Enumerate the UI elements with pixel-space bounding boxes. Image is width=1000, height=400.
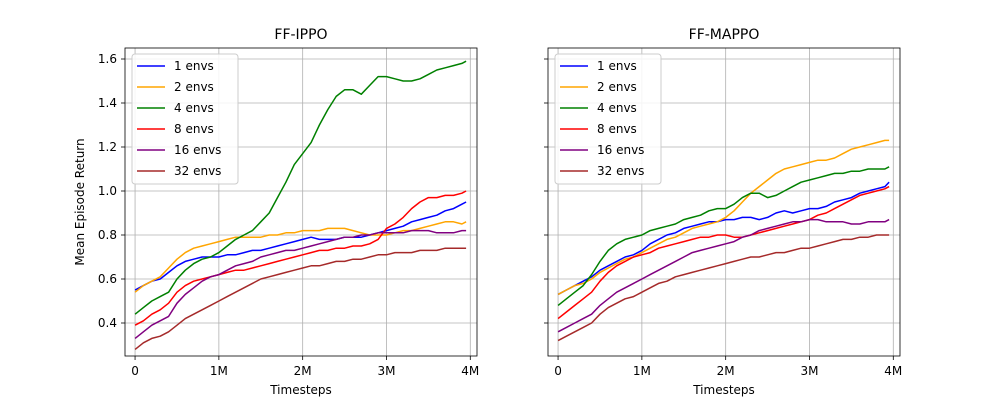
legend-label: 32 envs bbox=[597, 164, 644, 178]
series-line-16-envs bbox=[557, 218, 890, 333]
y-tick-label: 0.8 bbox=[98, 228, 117, 242]
legend-label: 16 envs bbox=[174, 143, 221, 157]
x-tick-label: 3M bbox=[377, 364, 395, 378]
legend-label: 4 envs bbox=[597, 101, 637, 115]
legend-label: 1 envs bbox=[174, 59, 214, 73]
chart-panel-ff-ippo: 0 1M 2M 3M 4M 0.4 0.6 0.8 1.0 1.2 1.4 1.6 FF-IPPO Tim… bbox=[73, 27, 479, 397]
chart-title: FF-MAPPO bbox=[689, 27, 760, 43]
x-tick-label: 2M bbox=[717, 364, 735, 378]
series-line-16-envs bbox=[134, 229, 467, 339]
y-tick-label: 1.0 bbox=[98, 184, 117, 198]
y-tick-label: 0.6 bbox=[98, 272, 117, 286]
series-line-1-envs bbox=[134, 201, 467, 291]
y-tick-label: 1.6 bbox=[98, 52, 117, 66]
x-axis-label: Timesteps bbox=[692, 383, 755, 397]
chart-panel-ff-mappo: 0 1M 2M 3M 4M FF-MAPPO Timesteps 1 envs 2 envs 4 … bbox=[544, 27, 902, 397]
legend-label: 4 envs bbox=[174, 101, 214, 115]
series-line-32-envs bbox=[134, 247, 467, 350]
y-tick-label: 1.2 bbox=[98, 140, 117, 154]
x-axis-label: Timesteps bbox=[269, 383, 332, 397]
legend-label: 32 envs bbox=[174, 164, 221, 178]
series-line-8-envs bbox=[557, 185, 890, 320]
x-tick-label: 4M bbox=[461, 364, 479, 378]
legend-label: 2 envs bbox=[597, 80, 637, 94]
x-tick-label: 0 bbox=[131, 364, 139, 378]
x-tick-label: 4M bbox=[884, 364, 902, 378]
series-line-32-envs bbox=[557, 234, 890, 342]
y-tick-label: 0.4 bbox=[98, 316, 117, 330]
plot-frame bbox=[547, 47, 901, 357]
legend-label: 16 envs bbox=[597, 143, 644, 157]
legend-label: 8 envs bbox=[597, 122, 637, 136]
series-line-8-envs bbox=[134, 190, 467, 326]
legend-label: 1 envs bbox=[597, 59, 637, 73]
plot-frame bbox=[124, 47, 478, 357]
x-tick-label: 2M bbox=[294, 364, 312, 378]
legend-label: 8 envs bbox=[174, 122, 214, 136]
x-tick-label: 1M bbox=[210, 364, 228, 378]
x-tick-label: 3M bbox=[800, 364, 818, 378]
y-tick-label: 1.4 bbox=[98, 96, 117, 110]
series-line-4-envs bbox=[557, 166, 890, 306]
legend-label: 2 envs bbox=[174, 80, 214, 94]
y-axis-label: Mean Episode Return bbox=[73, 138, 87, 265]
series-line-1-envs bbox=[557, 181, 890, 296]
x-tick-label: 0 bbox=[554, 364, 562, 378]
chart-title: FF-IPPO bbox=[274, 27, 327, 43]
series-line-4-envs bbox=[134, 60, 467, 315]
x-tick-label: 1M bbox=[633, 364, 651, 378]
series-line-2-envs bbox=[557, 139, 890, 296]
